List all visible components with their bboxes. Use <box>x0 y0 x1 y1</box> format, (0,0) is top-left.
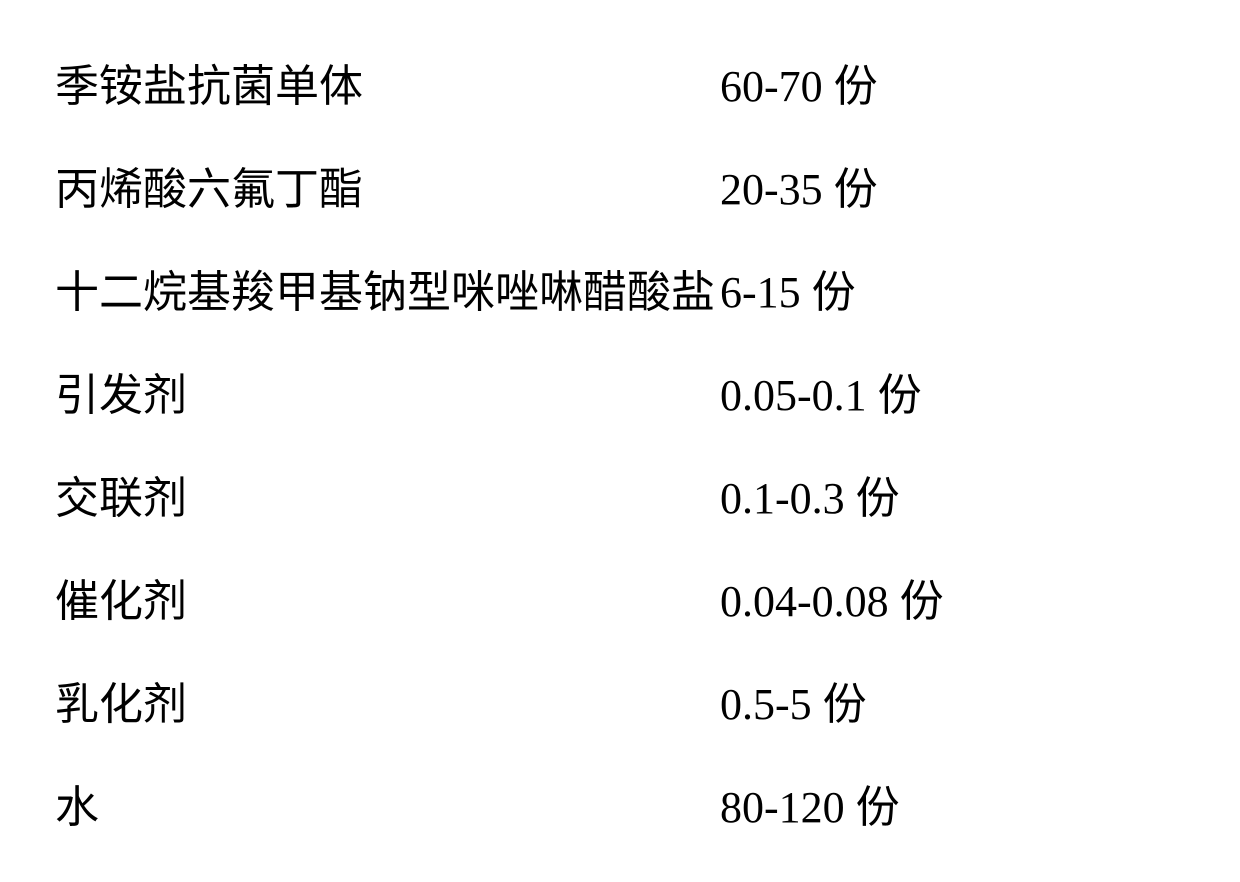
table-row: 水 80-120 份 <box>55 751 1150 854</box>
table-row: 季铵盐抗菌单体 60-70 份 <box>55 30 1150 133</box>
ingredient-amount: 0.05-0.1 份 <box>720 359 1150 423</box>
ingredient-name: 季铵盐抗菌单体 <box>55 50 720 114</box>
ingredient-name: 丙烯酸六氟丁酯 <box>55 153 720 217</box>
ingredient-amount: 60-70 份 <box>720 50 1150 114</box>
ingredient-name: 十二烷基羧甲基钠型咪唑啉醋酸盐 <box>55 256 720 320</box>
table-row: 催化剂 0.04-0.08 份 <box>55 545 1150 648</box>
ingredient-name: 水 <box>55 771 720 835</box>
ingredient-amount: 80-120 份 <box>720 771 1150 835</box>
ingredient-amount: 0.04-0.08 份 <box>720 565 1150 629</box>
table-row: 十二烷基羧甲基钠型咪唑啉醋酸盐 6-15 份 <box>55 236 1150 339</box>
table-row: 交联剂 0.1-0.3 份 <box>55 442 1150 545</box>
ingredient-name: 引发剂 <box>55 359 720 423</box>
table-row: 丙烯酸六氟丁酯 20-35 份 <box>55 133 1150 236</box>
ingredient-amount: 6-15 份 <box>720 256 1150 320</box>
table-row: 引发剂 0.05-0.1 份 <box>55 339 1150 442</box>
ingredient-name: 乳化剂 <box>55 668 720 732</box>
ingredient-name: 催化剂 <box>55 565 720 629</box>
ingredient-amount: 0.5-5 份 <box>720 668 1150 732</box>
ingredient-name: 交联剂 <box>55 462 720 526</box>
ingredient-amount: 20-35 份 <box>720 153 1150 217</box>
composition-table: 季铵盐抗菌单体 60-70 份 丙烯酸六氟丁酯 20-35 份 十二烷基羧甲基钠… <box>0 0 1240 882</box>
table-row: 乳化剂 0.5-5 份 <box>55 648 1150 751</box>
ingredient-amount: 0.1-0.3 份 <box>720 462 1150 526</box>
